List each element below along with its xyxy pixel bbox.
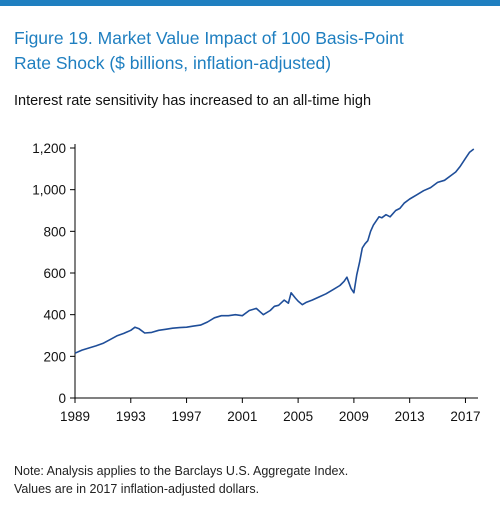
y-tick-label: 0 [58, 391, 66, 406]
x-tick-label: 1993 [116, 409, 146, 424]
chart-note-line2: Values are in 2017 inflation-adjusted do… [14, 482, 260, 496]
chart-note: Note: Analysis applies to the Barclays U… [14, 462, 494, 498]
y-tick-label: 1,000 [32, 183, 66, 198]
x-axis-ticks: 1989 1993 1997 2001 2005 2009 2013 2017 [60, 398, 480, 424]
x-tick-label: 1997 [172, 409, 202, 424]
axes [74, 144, 478, 399]
line-chart: 0 200 400 600 800 1,000 1,200 1989 1993 1997 2001… [32, 141, 480, 424]
x-tick-label: 2005 [283, 409, 313, 424]
y-tick-label: 800 [43, 224, 66, 239]
chart-note-line1: Note: Analysis applies to the Barclays U… [14, 464, 349, 478]
y-tick-label: 600 [43, 266, 66, 281]
x-tick-label: 2017 [450, 409, 480, 424]
figure-subtitle: Interest rate sensitivity has increased … [14, 93, 372, 109]
x-tick-label: 1989 [60, 409, 90, 424]
figure-title: Figure 19. Market Value Impact of 100 Ba… [14, 26, 484, 76]
x-tick-label: 2013 [395, 409, 425, 424]
x-tick-label: 2001 [227, 409, 257, 424]
series-group [74, 148, 475, 354]
top-rule [0, 0, 500, 6]
figure-title-line1: Figure 19. Market Value Impact of 100 Ba… [14, 28, 404, 48]
figure-title-line2: Rate Shock ($ billions, inflation-adjust… [14, 53, 332, 73]
y-tick-label: 400 [43, 308, 66, 323]
y-tick-label: 1,200 [32, 141, 66, 156]
series-line [74, 148, 475, 354]
y-tick-label: 200 [43, 349, 66, 364]
y-axis-ticks: 0 200 400 600 800 1,000 1,200 [32, 141, 75, 406]
x-tick-label: 2009 [339, 409, 369, 424]
